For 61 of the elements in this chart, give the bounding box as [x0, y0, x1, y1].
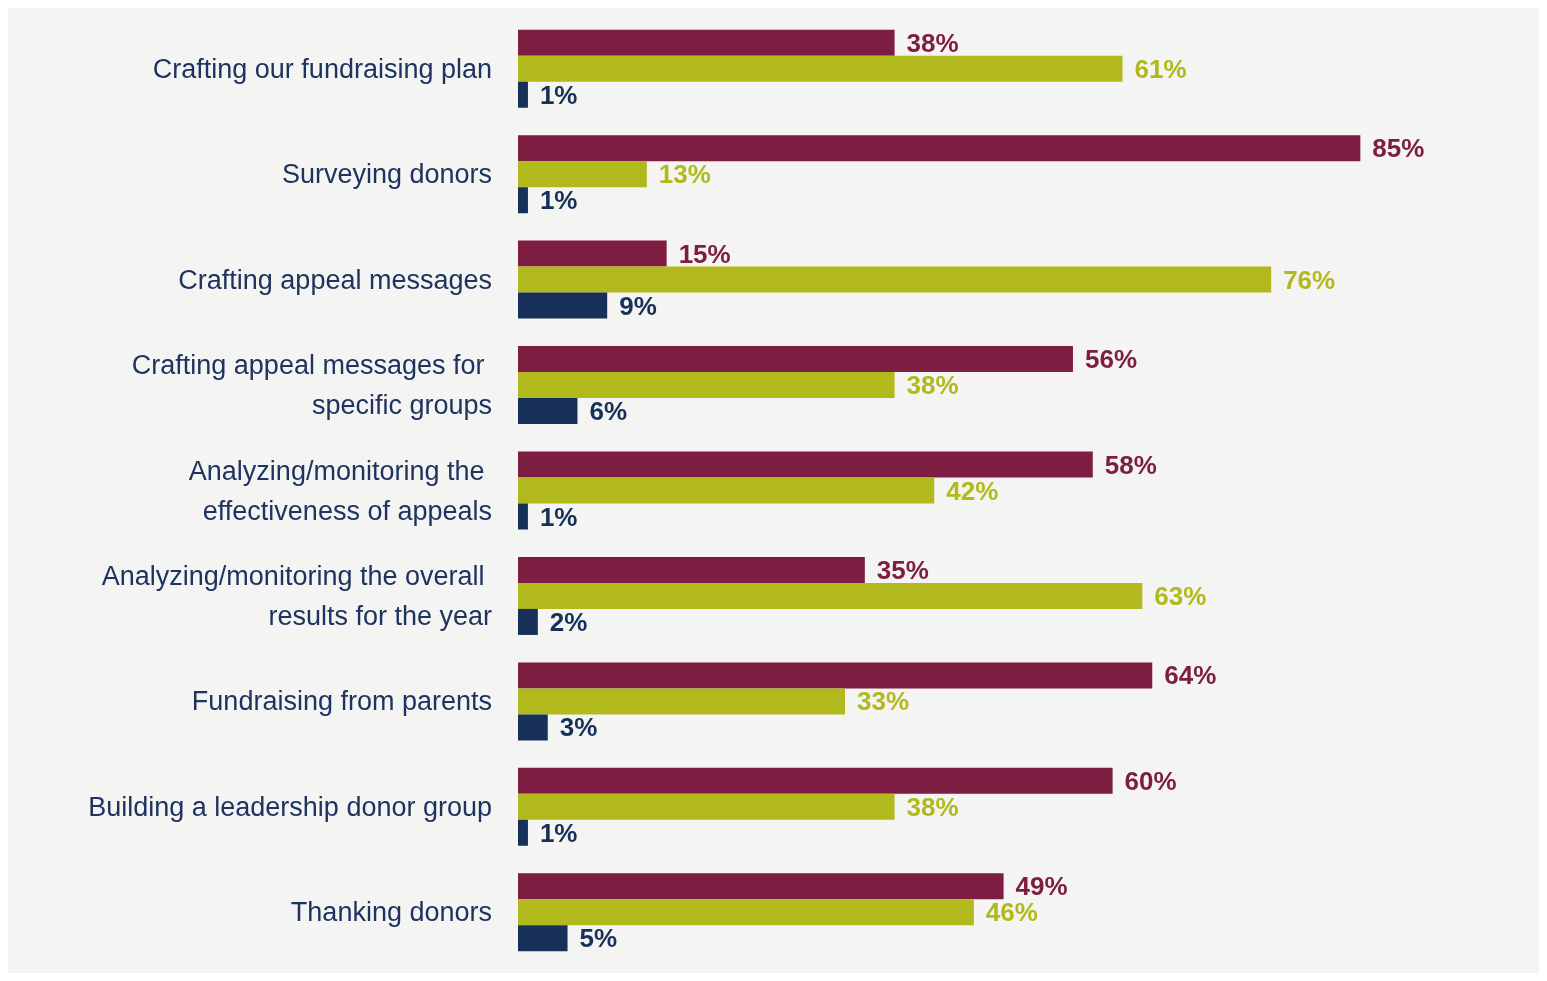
data-label: 56%: [1084, 344, 1138, 375]
bar: [518, 556, 865, 583]
bar: [518, 266, 1272, 293]
bar: [518, 29, 895, 56]
bar: [518, 688, 846, 715]
y-tick-label: Crafting appeal messages: [178, 264, 492, 295]
y-tick-label: Building a leadership donor group: [88, 791, 492, 822]
data-label: 13%: [658, 159, 711, 190]
y-tick-label: Fundraising from parents: [191, 686, 492, 717]
data-label: 3%: [559, 712, 598, 743]
data-label: 5%: [579, 923, 618, 954]
bar: [518, 793, 895, 820]
data-label: 58%: [1104, 449, 1157, 480]
data-label: 64%: [1164, 660, 1217, 691]
bar: [518, 292, 608, 319]
bar: [518, 398, 578, 425]
y-tick-label: Crafting appeal messages for specific groups: [131, 350, 492, 421]
data-label: 33%: [857, 686, 910, 717]
data-label: 1%: [539, 79, 578, 110]
data-label: 9%: [619, 290, 657, 321]
data-label: 15%: [678, 238, 731, 269]
bar: [518, 925, 568, 952]
bar: [518, 873, 1004, 900]
bar: [518, 81, 528, 108]
bar: [518, 714, 548, 741]
bar: [518, 55, 1123, 82]
bar: [518, 161, 647, 188]
data-label: 38%: [906, 370, 959, 401]
bar: [518, 135, 1361, 162]
data-label: 38%: [906, 791, 959, 822]
data-label: 60%: [1124, 765, 1177, 796]
data-label: 6%: [589, 396, 628, 427]
data-label: 76%: [1283, 264, 1336, 295]
data-label: 1%: [539, 185, 578, 216]
data-label: 2%: [549, 606, 588, 637]
bar: [518, 582, 1143, 609]
bar: [518, 240, 667, 267]
data-label: 63%: [1154, 580, 1207, 611]
bar: [518, 451, 1093, 478]
bar: [518, 346, 1073, 373]
data-label: 35%: [876, 554, 929, 585]
data-label: 38%: [906, 27, 959, 58]
bar: [518, 608, 538, 635]
bar: [518, 477, 935, 504]
bar: [518, 372, 895, 399]
data-label: 61%: [1134, 53, 1187, 84]
bar: [518, 503, 528, 530]
bar: [518, 899, 974, 926]
bar: [518, 767, 1113, 794]
bar: [518, 662, 1153, 689]
y-tick-label: Crafting our fundraising plan: [152, 53, 492, 84]
y-tick-label: Surveying donors: [281, 159, 492, 190]
y-tick-label: Thanking donors: [290, 897, 492, 928]
data-label: 42%: [946, 475, 999, 506]
data-label: 1%: [539, 817, 578, 848]
bar: [518, 819, 528, 846]
y-tick-label: Analyzing/monitoring the effectiveness of appeals: [188, 455, 492, 526]
data-label: 85%: [1372, 133, 1425, 164]
data-label: 1%: [539, 501, 578, 532]
bar: [518, 187, 528, 214]
y-tick-label: Analyzing/monitoring the overall results for the year: [101, 560, 493, 631]
